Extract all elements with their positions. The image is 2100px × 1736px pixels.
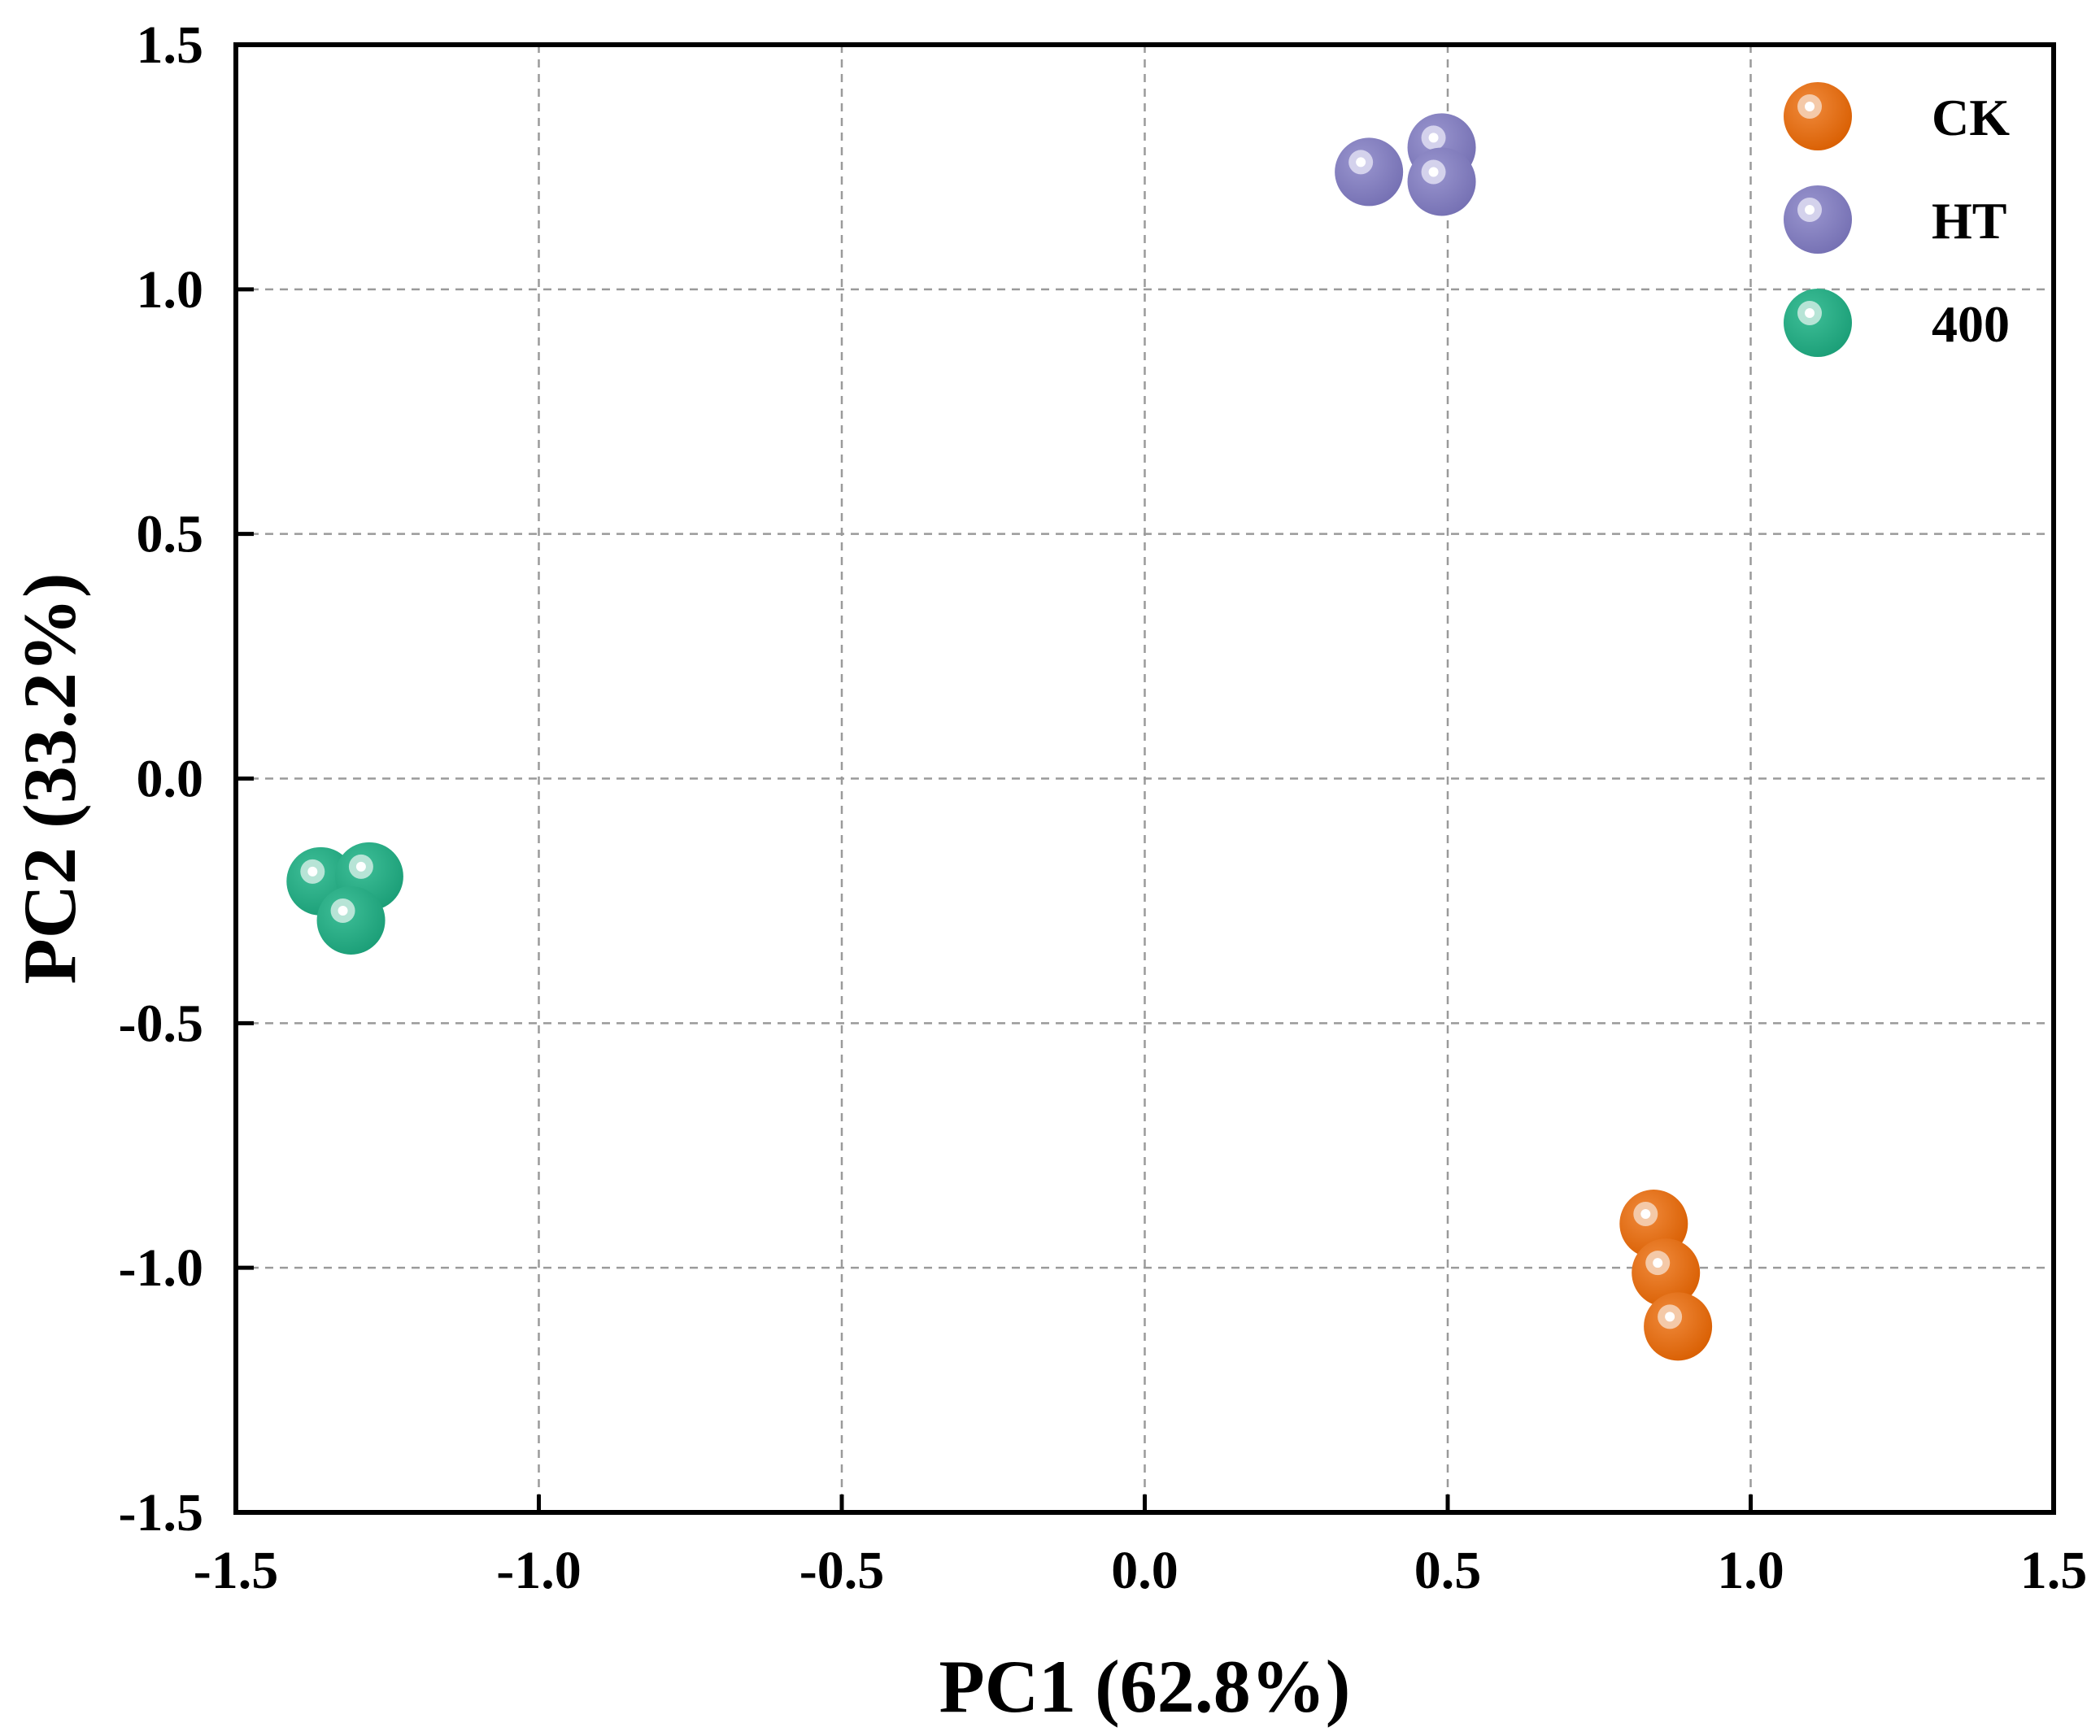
marker-glint — [1805, 102, 1815, 111]
legend: CK HT 400 — [1784, 82, 2010, 357]
marker-glint — [1428, 133, 1439, 143]
marker-glint — [1805, 205, 1815, 215]
marker-glint — [1805, 308, 1815, 318]
y-tick-label: 0.0 — [137, 750, 204, 809]
marker-glint — [1428, 167, 1439, 177]
x-tick-label: 1.5 — [2020, 1541, 2088, 1600]
marker-body — [1407, 147, 1476, 216]
y-tick-label: -0.5 — [119, 994, 203, 1053]
x-tick-label: 0.0 — [1111, 1541, 1179, 1600]
y-tick-labels: -1.5 -1.0 -0.5 0.0 0.5 1.0 1.5 — [119, 15, 203, 1542]
marker-glint — [1653, 1258, 1663, 1268]
y-tick-label: 1.0 — [137, 260, 204, 320]
x-tick-label: 0.5 — [1414, 1541, 1482, 1600]
x-tick-label: 1.0 — [1717, 1541, 1784, 1600]
legend-label: HT — [1932, 192, 2006, 250]
y-tick-label: -1.0 — [119, 1238, 203, 1298]
marker-body — [316, 885, 386, 955]
marker-glint — [338, 905, 348, 916]
x-tick-labels: -1.5 -1.0 -0.5 0.0 0.5 1.0 1.5 — [194, 1541, 2087, 1600]
marker-body — [1784, 185, 1852, 254]
legend-label: 400 — [1932, 295, 2010, 353]
point-HT — [1335, 137, 1404, 207]
point-CK — [1632, 1238, 1701, 1307]
legend-marker — [1784, 289, 1852, 357]
y-axis-title: PC2 (33.2%) — [8, 573, 91, 985]
marker-body — [1784, 289, 1852, 357]
legend-item: CK — [1784, 82, 2010, 150]
y-tick-label: -1.5 — [119, 1483, 203, 1542]
marker-body — [1784, 82, 1852, 150]
marker-glint — [1665, 1312, 1675, 1322]
legend-item: 400 — [1784, 289, 2010, 357]
marker-glint — [1640, 1209, 1651, 1220]
marker-body — [1644, 1292, 1713, 1361]
grid-lines — [236, 45, 2054, 1512]
point-400 — [316, 885, 386, 955]
x-tick-label: -0.5 — [799, 1541, 884, 1600]
y-tick-label: 1.5 — [137, 15, 204, 75]
y-tick-label: 0.5 — [137, 505, 204, 564]
marker-body — [1335, 137, 1404, 207]
x-tick-label: -1.5 — [194, 1541, 278, 1600]
legend-marker — [1784, 82, 1852, 150]
data-points — [286, 113, 1713, 1361]
x-tick-label: -1.0 — [496, 1541, 581, 1600]
legend-label: CK — [1932, 89, 2010, 146]
legend-item: HT — [1784, 185, 2006, 254]
point-CK — [1644, 1292, 1713, 1361]
x-axis-title: PC1 (62.8%) — [939, 1645, 1351, 1728]
legend-marker — [1784, 185, 1852, 254]
axis-ticks — [233, 42, 2056, 1515]
point-HT — [1407, 147, 1476, 216]
marker-glint — [355, 861, 366, 872]
marker-glint — [1356, 157, 1366, 168]
marker-glint — [307, 866, 318, 877]
